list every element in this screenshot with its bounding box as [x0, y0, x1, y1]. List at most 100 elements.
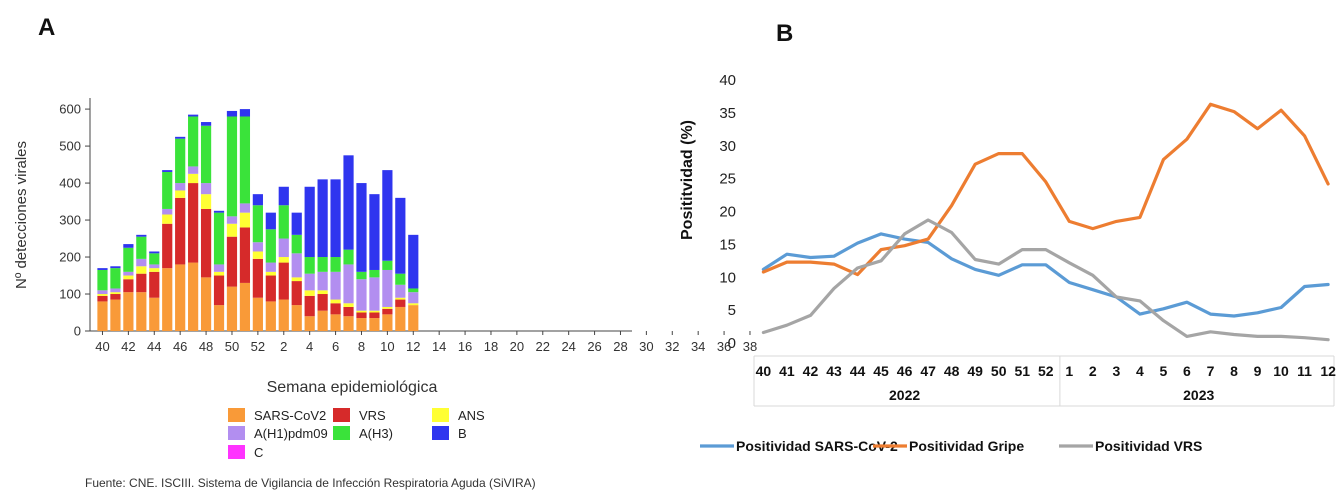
bar-segment-b	[265, 212, 276, 230]
bar-segment-a-h1-pdm09	[356, 279, 367, 311]
y-tick-label: 10	[719, 269, 736, 286]
x-tick-label: 52	[251, 339, 265, 354]
bar-segment-a-h3-	[330, 257, 341, 272]
x-tick-label: 1	[1065, 363, 1073, 379]
legend-label: Positividad VRS	[1095, 438, 1202, 454]
bar-segment-ans	[175, 190, 186, 198]
bar-segment-a-h1-pdm09	[188, 166, 199, 174]
bar-segment-sars-cov2	[136, 292, 147, 331]
series-line-positividad-gripe	[761, 102, 1330, 277]
bar-segment-vrs	[317, 294, 328, 311]
bar-segment-vrs	[162, 223, 173, 269]
bar-segment-ans	[291, 277, 302, 282]
bar-segment-ans	[304, 290, 315, 296]
bar-segment-ans	[252, 251, 263, 259]
y-tick-label: 500	[59, 139, 81, 154]
x-tick-label: 10	[1273, 363, 1289, 379]
bar-segment-vrs	[226, 236, 238, 287]
bar-segment-b	[97, 268, 108, 270]
x-tick-label: 48	[199, 339, 213, 354]
x-tick-label: 20	[510, 339, 524, 354]
bar-segment-sars-cov2	[200, 277, 212, 331]
panel-a-letter: A	[38, 14, 56, 41]
bar-segment-vrs	[136, 273, 147, 293]
bar-segment-a-h1-pdm09	[369, 277, 380, 311]
legend-label: C	[254, 445, 263, 460]
source-note: Fuente: CNE. ISCIII. Sistema de Vigilanc…	[85, 476, 536, 490]
bar-segment-a-h3-	[291, 234, 302, 254]
bar-segment-a-h1-pdm09	[162, 208, 173, 215]
bar-segment-b	[136, 234, 147, 237]
bar-segment-a-h1-pdm09	[408, 292, 419, 304]
bar-segment-vrs	[239, 227, 251, 283]
bar-segment-vrs	[213, 275, 225, 306]
bar-segment-vrs	[330, 303, 341, 315]
bar-segment-b	[343, 155, 354, 250]
y-tick-label: 25	[719, 171, 736, 188]
series-line-positividad-vrs	[761, 218, 1330, 342]
y-tick-label: 35	[719, 105, 736, 122]
year-label: 2022	[889, 387, 920, 403]
x-tick-label: 18	[484, 339, 498, 354]
x-tick-label: 49	[967, 363, 983, 379]
x-axis-title: Semana epidemiológica	[267, 379, 438, 396]
y-tick-label: 300	[59, 213, 81, 228]
legend-swatch-c	[228, 445, 245, 459]
x-tick-label: 50	[225, 339, 239, 354]
x-tick-label: 40	[756, 363, 772, 379]
bar-segment-b	[200, 122, 212, 126]
bar-segment-ans	[226, 223, 238, 237]
bar-segment-a-h1-pdm09	[200, 183, 212, 195]
legend-label: B	[458, 426, 467, 441]
y-tick-label: 100	[59, 287, 81, 302]
bar-segment-sars-cov2	[123, 292, 134, 331]
bar-segment-ans	[188, 173, 199, 184]
bar-segment-sars-cov2	[149, 297, 160, 331]
bar-segment-a-h1-pdm09	[265, 262, 276, 272]
x-tick-label: 24	[561, 339, 575, 354]
x-tick-label: 6	[332, 339, 339, 354]
bar-segment-a-h1-pdm09	[239, 203, 251, 213]
bar-segment-ans	[278, 257, 289, 263]
bar-segment-ans	[317, 290, 328, 295]
bar-segment-vrs	[382, 308, 393, 315]
bar-segment-a-h3-	[97, 269, 108, 291]
x-tick-label: 42	[803, 363, 819, 379]
bar-segment-a-h3-	[188, 116, 199, 167]
bar-segment-sars-cov2	[317, 310, 328, 331]
legend-swatch-a-h1-pdm09	[228, 426, 245, 440]
bar-segment-vrs	[369, 312, 380, 319]
bar-segment-a-h3-	[304, 257, 315, 274]
bar-segment-vrs	[278, 262, 289, 300]
bar-segment-ans	[330, 299, 341, 304]
x-tick-label: 40	[95, 339, 109, 354]
y-tick-label: 30	[719, 138, 736, 155]
bar-segment-b	[408, 234, 419, 289]
x-tick-label: 12	[406, 339, 420, 354]
x-tick-label: 44	[850, 363, 866, 379]
x-tick-label: 11	[1297, 363, 1312, 379]
x-tick-label: 52	[1038, 363, 1054, 379]
legend-label: VRS	[359, 408, 386, 423]
bar-segment-vrs	[123, 279, 134, 293]
bar-segment-b	[213, 210, 225, 213]
bar-segment-vrs	[175, 197, 186, 265]
bar-segment-a-h1-pdm09	[382, 269, 393, 307]
y-axis-title: Nº detecciones virales	[13, 141, 30, 289]
bar-segment-a-h1-pdm09	[136, 258, 147, 267]
bar-segment-b	[226, 110, 238, 117]
x-tick-label: 14	[432, 339, 446, 354]
bar-segment-sars-cov2	[265, 301, 276, 331]
bar-segment-b	[356, 183, 367, 272]
bar-segment-sars-cov2	[175, 264, 186, 331]
bar-segment-sars-cov2	[162, 268, 173, 331]
legend-label: Positividad SARS-CoV-2	[736, 438, 898, 454]
bar-segment-b	[304, 186, 315, 258]
x-tick-label: 6	[1183, 363, 1191, 379]
bar-segment-ans	[369, 310, 380, 313]
bar-segment-b	[149, 251, 160, 254]
x-tick-label: 45	[873, 363, 889, 379]
bar-segment-vrs	[110, 294, 121, 300]
